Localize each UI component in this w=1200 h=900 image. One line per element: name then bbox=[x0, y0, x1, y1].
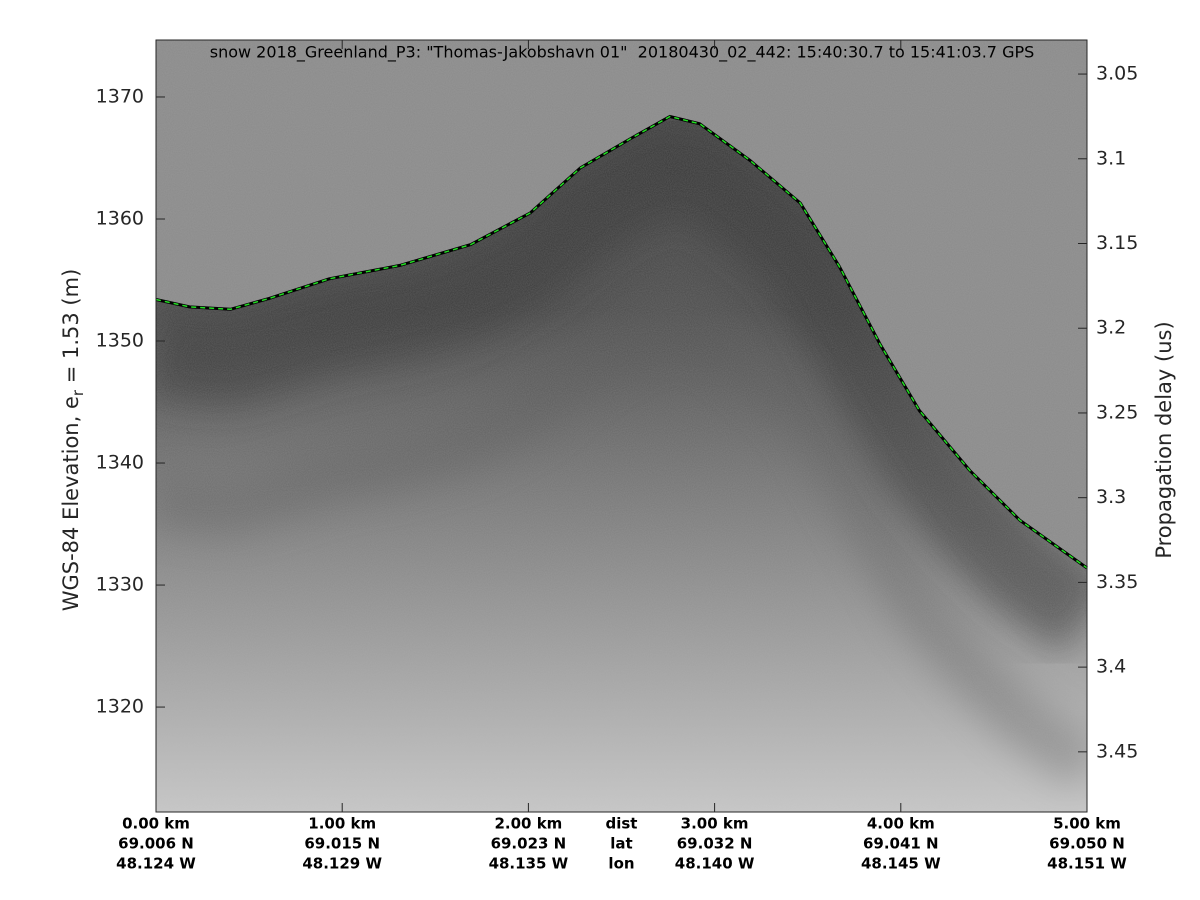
echogram bbox=[156, 40, 1087, 812]
x-tick-label: 1.00 km bbox=[308, 815, 376, 833]
y2-tick-label: 3.3 bbox=[1096, 486, 1126, 508]
x-tick-lat: 69.023 N bbox=[491, 835, 567, 853]
x-tick-label: 5.00 km bbox=[1053, 815, 1121, 833]
x-tick-lon: 48.140 W bbox=[675, 855, 755, 873]
x-tick-label: 3.00 km bbox=[681, 815, 749, 833]
y-tick-label: 1320 bbox=[96, 696, 144, 718]
y-tick-label: 1340 bbox=[96, 452, 144, 474]
y-tick-label: 1360 bbox=[96, 207, 144, 229]
y2-axis-label: Propagation delay (us) bbox=[1152, 321, 1176, 558]
speckle bbox=[156, 40, 1087, 812]
y-tick-label: 1370 bbox=[96, 85, 144, 107]
y-label-text: WGS-84 Elevation, e bbox=[59, 396, 83, 611]
x-row-label: lon bbox=[608, 855, 634, 873]
y2-tick-label: 3.25 bbox=[1096, 401, 1138, 423]
y2-tick-label: 3.15 bbox=[1096, 232, 1138, 254]
x-row-label: dist bbox=[606, 815, 638, 833]
x-tick-lon: 48.145 W bbox=[861, 855, 941, 873]
y2-tick-label: 3.35 bbox=[1096, 571, 1138, 593]
x-tick-lat: 69.041 N bbox=[863, 835, 939, 853]
y2-tick-label: 3.1 bbox=[1096, 147, 1126, 169]
y2-tick-label: 3.2 bbox=[1096, 317, 1126, 339]
x-tick-label: 0.00 km bbox=[122, 815, 190, 833]
x-tick-lon: 48.129 W bbox=[302, 855, 382, 873]
y-tick-label: 1330 bbox=[96, 574, 144, 596]
plot-frame bbox=[155, 39, 1088, 813]
chart-title: snow 2018_Greenland_P3: "Thomas-Jakobsha… bbox=[210, 43, 1035, 63]
x-row-label: lat bbox=[610, 835, 632, 853]
y-label-rest: = 1.53 (m) bbox=[59, 269, 83, 390]
y-axis-label: WGS-84 Elevation, er = 1.53 (m) bbox=[59, 269, 87, 612]
x-tick-lat: 69.006 N bbox=[118, 835, 194, 853]
x-tick-lat: 69.032 N bbox=[677, 835, 753, 853]
x-tick-label: 2.00 km bbox=[494, 815, 562, 833]
x-tick-lon: 48.135 W bbox=[489, 855, 569, 873]
x-tick-lat: 69.015 N bbox=[304, 835, 380, 853]
y2-tick-label: 3.4 bbox=[1096, 656, 1126, 678]
surface-line bbox=[155, 115, 1088, 569]
y2-tick-label: 3.45 bbox=[1096, 740, 1138, 762]
x-tick-lon: 48.124 W bbox=[116, 855, 196, 873]
x-tick-lat: 69.050 N bbox=[1049, 835, 1125, 853]
y-tick-label: 1350 bbox=[96, 330, 144, 352]
x-tick-label: 4.00 km bbox=[867, 815, 935, 833]
y-label-subscript: r bbox=[69, 389, 87, 396]
x-tick-lon: 48.151 W bbox=[1047, 855, 1127, 873]
y2-tick-label: 3.05 bbox=[1096, 63, 1138, 85]
